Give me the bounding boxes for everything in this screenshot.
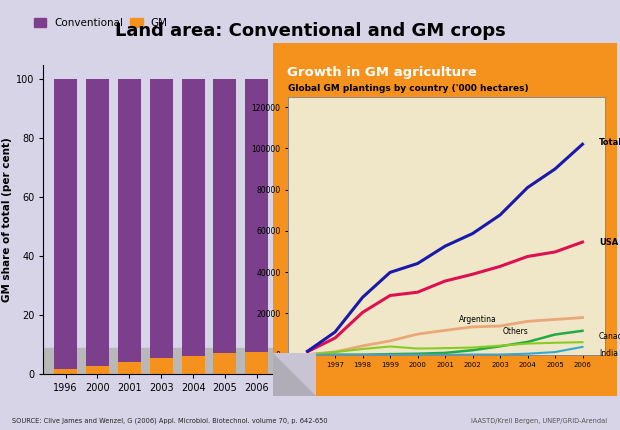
Bar: [54, 79, 77, 369]
Bar: [86, 79, 109, 366]
Text: Others: Others: [503, 326, 528, 335]
Bar: [182, 356, 205, 374]
Text: Land area: Conventional and GM crops: Land area: Conventional and GM crops: [115, 22, 505, 40]
Polygon shape: [273, 353, 316, 396]
Text: Total: Total: [599, 138, 620, 147]
Bar: [149, 79, 173, 358]
Text: IAASTD/Krell Bergen, UNEP/GRID-Arendal: IAASTD/Krell Bergen, UNEP/GRID-Arendal: [471, 418, 608, 424]
Bar: [118, 362, 141, 374]
Bar: [213, 353, 236, 374]
Text: Growth in GM agriculture: Growth in GM agriculture: [286, 66, 476, 79]
Text: Canada: Canada: [599, 332, 620, 341]
Text: Argentina: Argentina: [459, 315, 497, 324]
Bar: [182, 79, 205, 356]
Bar: [213, 79, 236, 353]
Bar: [86, 366, 109, 374]
Bar: [43, 347, 279, 374]
Text: Global GM plantings by country ('000 hectares): Global GM plantings by country ('000 hec…: [288, 84, 529, 93]
Bar: [246, 79, 268, 352]
Y-axis label: GM share of total (per cent): GM share of total (per cent): [2, 137, 12, 302]
Text: India: India: [599, 349, 618, 358]
Legend: Conventional, GM: Conventional, GM: [30, 14, 172, 32]
Text: SOURCE: Clive James and Wenzel, G (2006) Appl. Microbiol. Biotechnol. volume 70,: SOURCE: Clive James and Wenzel, G (2006)…: [12, 417, 328, 424]
Bar: [118, 79, 141, 362]
Bar: [54, 369, 77, 374]
Text: USA: USA: [599, 237, 618, 246]
Bar: [246, 352, 268, 374]
Bar: [149, 358, 173, 374]
